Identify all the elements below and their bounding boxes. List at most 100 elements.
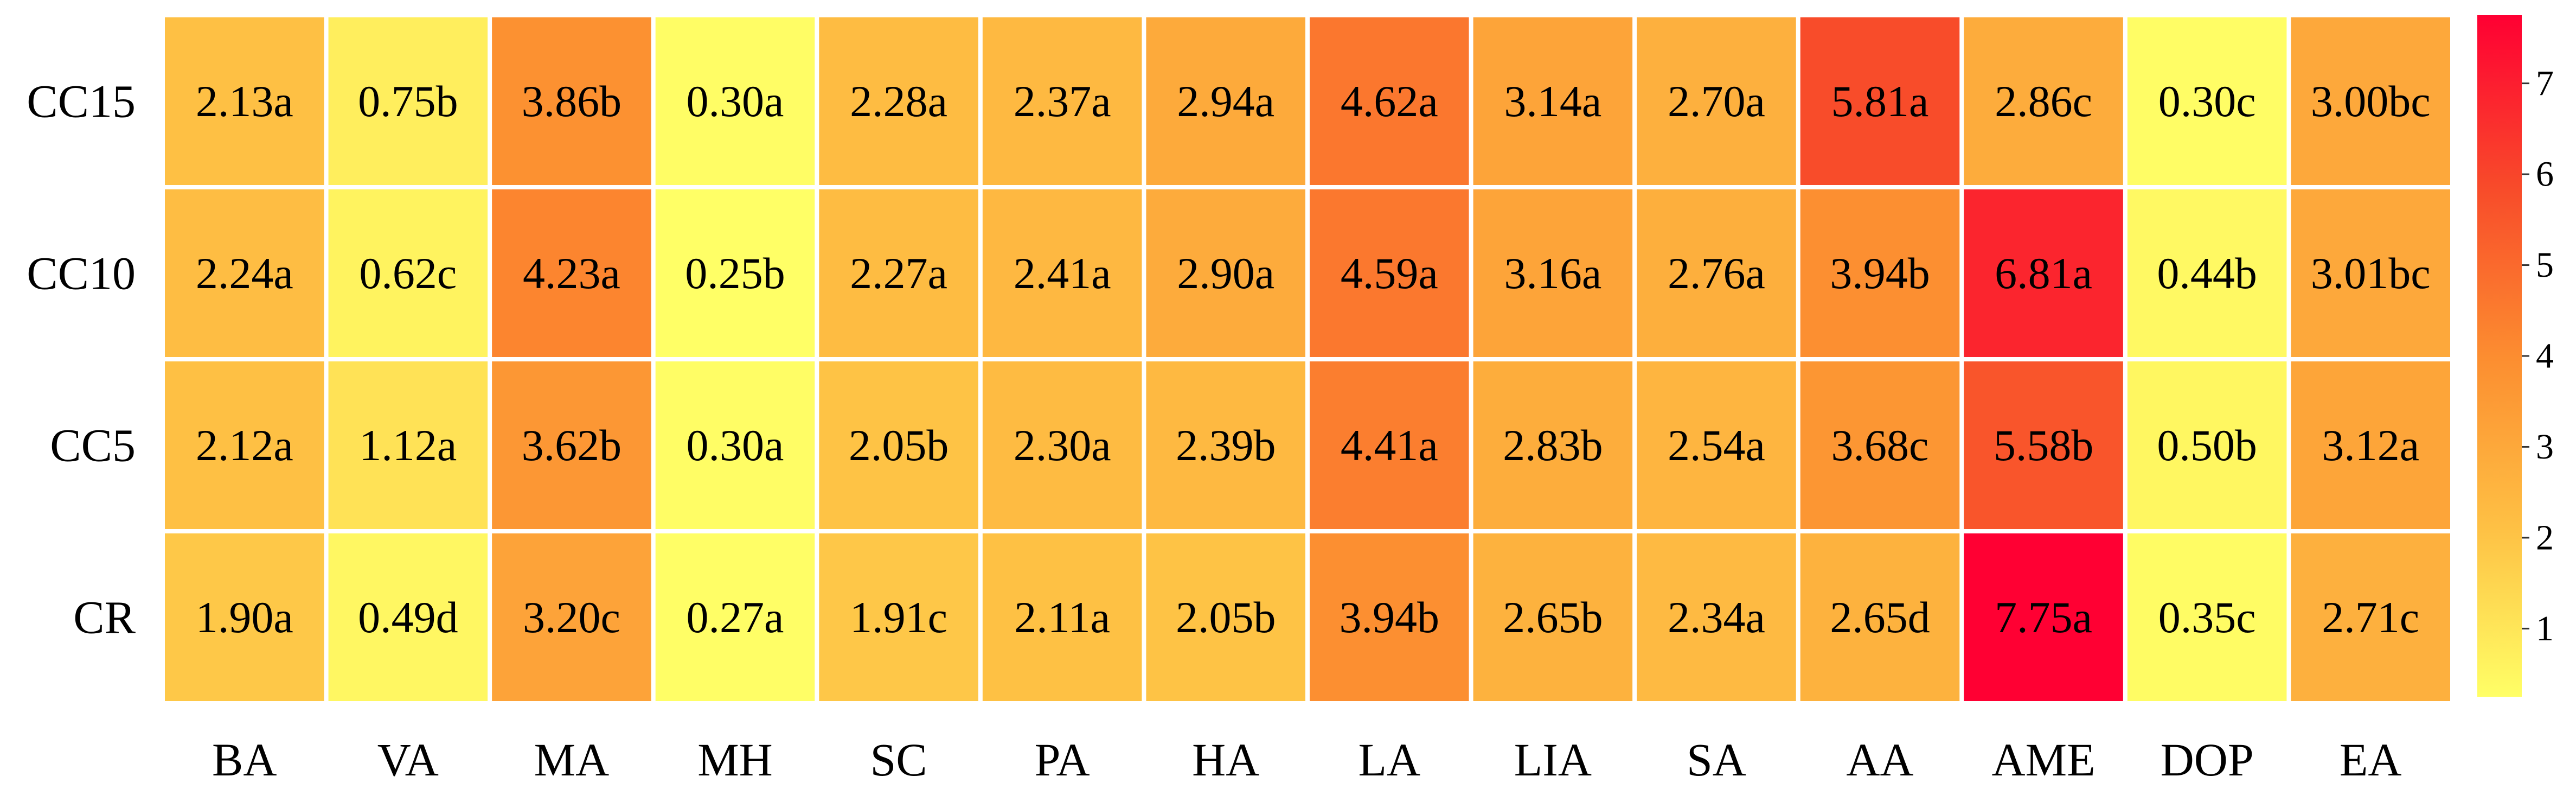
column-label: DOP	[2161, 734, 2254, 786]
heatmap-cell	[819, 361, 978, 529]
cell-value-label: 3.00bc	[2311, 77, 2431, 126]
cell-value-label: 2.90a	[1177, 249, 1274, 298]
column-labels: BA VA MA MH SC PA HA LA LIA SA AA AME DOP EA	[212, 734, 2401, 786]
cell-value-label: 0.44b	[2157, 249, 2257, 298]
heatmap-cell	[328, 361, 488, 529]
heatmap-cell-labels: 2.13a 0.75b 3.86b 0.30a 2.28a 2.37a 2.94a 4.62a…	[196, 77, 2431, 642]
heatmap-cell	[492, 533, 651, 701]
cell-value-label: 3.86b	[522, 77, 622, 126]
cell-value-label: 4.41a	[1341, 421, 1438, 470]
heatmap-cell	[328, 533, 488, 701]
cell-value-label: 1.90a	[196, 593, 293, 642]
cell-value-label: 1.91c	[850, 593, 947, 642]
cell-value-label: 3.68c	[1831, 421, 1929, 470]
cell-value-label: 0.27a	[687, 593, 784, 642]
heatmap-cell	[1964, 189, 2123, 357]
cell-value-label: 0.25b	[685, 249, 785, 298]
heatmap-cell	[655, 361, 815, 529]
cell-value-label: 3.94b	[1340, 593, 1440, 642]
heatmap-cell	[1800, 361, 1960, 529]
cell-value-label: 2.30a	[1014, 421, 1111, 470]
column-label: MH	[697, 734, 773, 786]
heatmap-cell	[1800, 17, 1960, 185]
cell-value-label: 2.71c	[2322, 593, 2419, 642]
row-labels: CC15 CC10 CC5 CR	[27, 75, 136, 644]
cell-value-label: 0.49d	[358, 593, 458, 642]
heatmap-cell	[1637, 533, 1796, 701]
cell-value-label: 2.05b	[849, 421, 949, 470]
cell-value-label: 2.13a	[196, 77, 293, 126]
heatmap-cell	[1146, 533, 1305, 701]
heatmap-cell	[492, 189, 651, 357]
heatmap-cell	[2291, 17, 2450, 185]
color-scale-tick-label: 5	[2536, 245, 2554, 285]
heatmap-cell	[2127, 361, 2287, 529]
cell-value-label: 2.05b	[1176, 593, 1276, 642]
cell-value-label: 0.62c	[359, 249, 457, 298]
cell-value-label: 0.50b	[2157, 421, 2257, 470]
heatmap-cell	[2291, 533, 2450, 701]
cell-value-label: 1.12a	[359, 421, 457, 470]
heatmap-cell	[492, 361, 651, 529]
row-label: CC5	[50, 419, 136, 472]
cell-value-label: 2.86c	[1995, 77, 2092, 126]
heatmap-cell	[1310, 533, 1469, 701]
heatmap-cell	[1310, 17, 1469, 185]
cell-value-label: 2.37a	[1014, 77, 1111, 126]
cell-value-label: 2.34a	[1668, 593, 1765, 642]
cell-value-label: 0.30a	[687, 77, 784, 126]
column-label: EA	[2340, 734, 2402, 786]
heatmap-cell	[1146, 17, 1305, 185]
column-label: LA	[1358, 734, 1420, 786]
cell-value-label: 3.62b	[522, 421, 622, 470]
color-scale-tick-label: 3	[2536, 427, 2554, 467]
cell-value-label: 4.59a	[1341, 249, 1438, 298]
heatmap-cell	[1473, 17, 1633, 185]
cell-value-label: 2.12a	[196, 421, 293, 470]
heatmap-cell	[1473, 361, 1633, 529]
cell-value-label: 3.20c	[523, 593, 620, 642]
heatmap-cell	[2127, 17, 2287, 185]
heatmap-cell	[982, 361, 1142, 529]
cell-value-label: 2.94a	[1177, 77, 1274, 126]
cell-value-label: 2.41a	[1014, 249, 1111, 298]
heatmap-cell	[1146, 189, 1305, 357]
column-label: AA	[1846, 734, 1913, 786]
heatmap-cell	[492, 17, 651, 185]
cell-value-label: 4.62a	[1341, 77, 1438, 126]
cell-value-label: 5.81a	[1831, 77, 1929, 126]
cell-value-label: 2.11a	[1014, 593, 1110, 642]
cell-value-label: 2.27a	[850, 249, 947, 298]
cell-value-label: 3.14a	[1504, 77, 1601, 126]
heatmap-cell	[165, 361, 324, 529]
heatmap-cell	[655, 533, 815, 701]
column-label: MA	[534, 734, 610, 786]
heatmap-cell	[328, 17, 488, 185]
cell-value-label: 2.65d	[1830, 593, 1930, 642]
heatmap-cell	[1637, 361, 1796, 529]
cell-value-label: 2.24a	[196, 249, 293, 298]
color-scale-tick-label: 1	[2536, 609, 2554, 648]
column-label: VA	[377, 734, 439, 786]
heatmap-cell	[1800, 189, 1960, 357]
heatmap-cell	[982, 533, 1142, 701]
row-label: CR	[73, 591, 136, 644]
heatmap-cell	[165, 533, 324, 701]
column-label: BA	[212, 734, 277, 786]
heatmap-cell	[1637, 189, 1796, 357]
cell-value-label: 0.30c	[2158, 77, 2256, 126]
heatmap-cell	[2127, 533, 2287, 701]
cell-value-label: 2.65b	[1503, 593, 1603, 642]
heatmap-cell	[328, 189, 488, 357]
column-label: PA	[1035, 734, 1090, 786]
heatmap-cell	[1310, 361, 1469, 529]
heatmap-cell	[1310, 189, 1469, 357]
cell-value-label: 7.75a	[1995, 593, 2092, 642]
heatmap-cell	[2291, 189, 2450, 357]
heatmap-cell	[1964, 361, 2123, 529]
heatmap-cell	[1146, 361, 1305, 529]
cell-value-label: 4.23a	[523, 249, 620, 298]
heatmap-cell	[982, 189, 1142, 357]
color-scale-tick-label: 6	[2536, 155, 2554, 194]
